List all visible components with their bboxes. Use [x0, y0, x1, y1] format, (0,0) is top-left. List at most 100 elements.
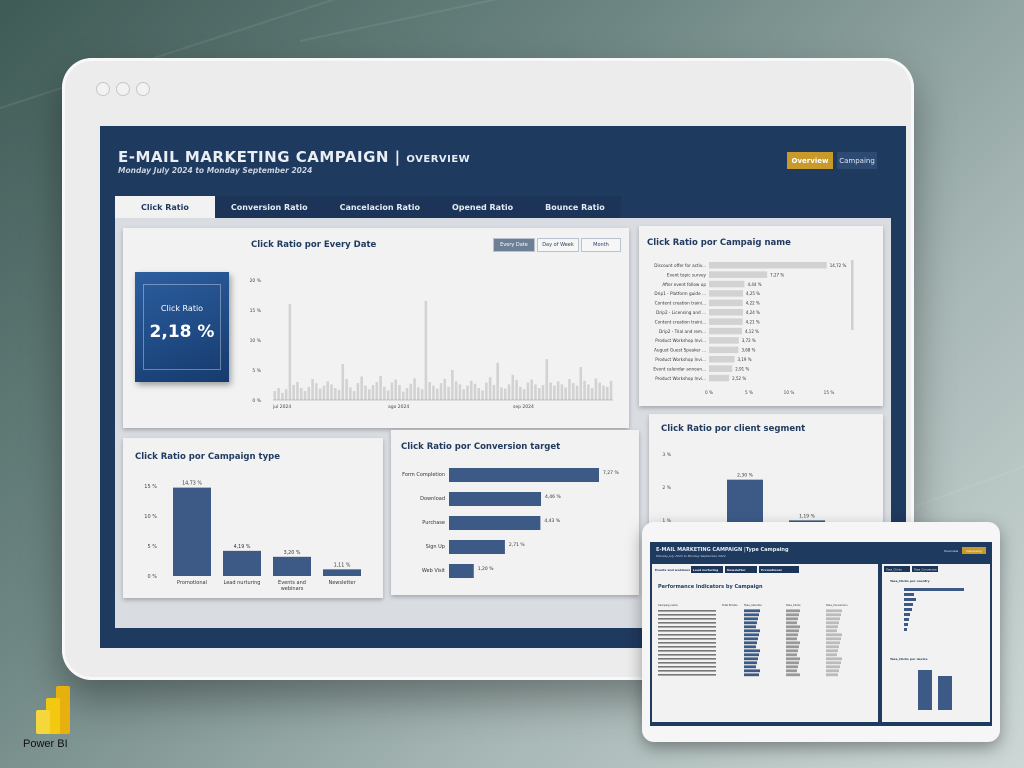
overview-button[interactable]: Overview: [787, 152, 833, 169]
x-tick-label: 0 %: [705, 390, 713, 395]
date-bar: [360, 376, 363, 400]
mini-row-text: [658, 622, 716, 624]
mini-row-bar: [786, 665, 798, 669]
mini-row-bar: [786, 653, 797, 657]
x-tick-label: sep 2024: [513, 404, 534, 410]
name-bar: [709, 262, 827, 269]
category-label: Content creation traini...: [655, 319, 706, 324]
date-bar: [519, 386, 522, 400]
mini-overview-button[interactable]: Overview: [943, 548, 959, 553]
y-tick-label: 0 %: [147, 574, 157, 580]
date-bar: [526, 382, 530, 400]
type-bar: [173, 487, 211, 576]
data-label: 14,73 %: [182, 481, 202, 487]
date-bar: [318, 388, 322, 400]
category-label: Product Workshop Invi...: [655, 376, 706, 381]
tab-opened-ratio[interactable]: Opened Ratio: [435, 196, 530, 218]
data-label: 2,52 %: [732, 376, 746, 381]
date-bar: [511, 374, 515, 400]
mini-campaing-button[interactable]: Campaing: [962, 547, 986, 554]
mini-row-bar: [744, 673, 759, 677]
campaing-button[interactable]: Campaing: [837, 152, 877, 169]
mini-row-text: [658, 630, 716, 632]
mini-row-bar: [826, 669, 839, 673]
mini-row-bar: [786, 645, 799, 649]
campaign-type-title: Click Ratio por Campaign type: [135, 452, 280, 462]
toggle-day-of-week[interactable]: Day of Week: [537, 238, 579, 252]
conversion-bar: [449, 492, 542, 506]
mini-tab: [759, 566, 799, 573]
mini-row-text: [658, 634, 716, 636]
date-bar: [443, 379, 447, 400]
date-bar: [277, 388, 280, 400]
mini-row-bar: [786, 657, 800, 661]
date-bar: [420, 389, 424, 400]
date-bar: [587, 384, 590, 400]
mini-row-text: [658, 642, 716, 644]
date-range: Monday July 2024 to Monday September 202…: [118, 166, 313, 175]
date-bar: [530, 379, 533, 400]
content-area: Click Ratio 2,18 % Click Ratio por Every…: [115, 218, 891, 628]
window-dots: [96, 82, 150, 96]
name-bar: [709, 280, 745, 288]
tab-click-ratio[interactable]: Click Ratio: [115, 196, 215, 218]
type-bar: [273, 556, 311, 576]
category-label: Drip2 - Trial and rem...: [659, 329, 706, 334]
mini-row-bar: [744, 641, 757, 645]
date-bar: [541, 385, 545, 400]
mini-row-bar: [744, 629, 760, 633]
mini-right-tab-label: Tasa_Conversion: [913, 568, 937, 572]
date-bar: [454, 381, 458, 400]
mini-row-text: [658, 626, 716, 628]
date-bar: [556, 381, 560, 400]
mini-row-bar: [744, 649, 760, 653]
data-label: 2,71 %: [509, 542, 525, 548]
toggle-month[interactable]: Month: [581, 238, 621, 252]
x-tick-label: 5 %: [745, 390, 753, 395]
tab-cancelacion-ratio[interactable]: Cancelacion Ratio: [323, 196, 436, 218]
category-label: Sign Up: [426, 544, 445, 550]
tab-bounce-ratio[interactable]: Bounce Ratio: [529, 196, 621, 218]
date-bar: [345, 379, 348, 400]
toggle-every-date[interactable]: Every Date: [493, 238, 535, 252]
conversion-target-card: Click Ratio por Conversion target Form C…: [391, 430, 639, 595]
mini-col-header: Tasa_Conversion: [826, 603, 848, 607]
mini-row-bar: [786, 629, 799, 633]
kpi-value: 2,18 %: [149, 322, 215, 342]
mini-row-bar: [826, 625, 838, 629]
mini-row-bar: [826, 629, 837, 633]
mini-row-bar: [786, 649, 798, 653]
mini-row-bar: [826, 641, 840, 645]
mini-row-bar: [826, 665, 840, 669]
date-bar: [417, 387, 420, 400]
conversion-target-chart: Form Completion 7,27 % Download 4,46 % Purch…: [402, 468, 619, 578]
category-label: Drip2 - Licensing and ...: [656, 310, 706, 315]
date-bar: [413, 378, 416, 400]
mini-row-text: [658, 662, 716, 664]
date-bar: [349, 387, 352, 400]
tab-conversion-ratio[interactable]: Conversion Ratio: [214, 196, 324, 218]
y-tick-label: 15 %: [250, 308, 262, 314]
mini-row-bar: [744, 613, 759, 617]
mini-tab: [691, 566, 723, 573]
conversion-bar: [449, 516, 541, 530]
date-bar: [432, 385, 435, 400]
date-bar: [424, 301, 428, 400]
mini-tab-label: Promotional: [761, 568, 782, 572]
mini-tab-label: Events and webinars: [655, 568, 690, 572]
mini-section-title: Performance Indicators by Campaign: [658, 584, 763, 590]
client-segment-card: Click Ratio por client segment 3 % 2 % 1 %…: [649, 414, 883, 524]
date-bar: [330, 384, 333, 400]
every-date-chart: 20 % 15 % 10 % 5 % 0 % jul 2024 ago 2024 sep 20…: [250, 278, 613, 410]
name-bar: [709, 299, 743, 307]
type-bar: [223, 550, 261, 576]
client-segment-title: Click Ratio por client segment: [661, 424, 806, 434]
mini-row-bar: [786, 637, 797, 641]
mini-hbar: [904, 628, 907, 631]
mini-hbar: [904, 603, 913, 606]
mini-row-bar: [826, 649, 838, 653]
name-bar: [709, 327, 742, 335]
data-label: 3,20 %: [284, 550, 301, 556]
mini-row-bar: [826, 613, 841, 617]
mini-tablet: E-MAIL MARKETING CAMPAIGN |Type Campaing…: [642, 522, 1000, 742]
